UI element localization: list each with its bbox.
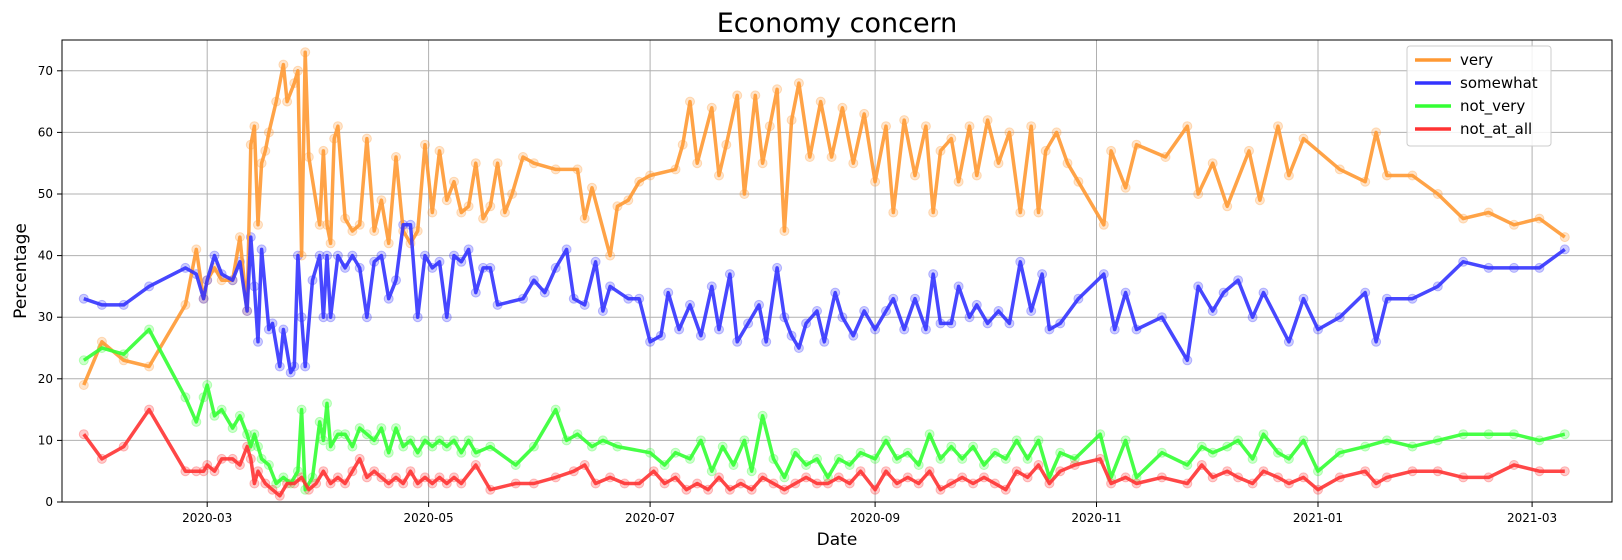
legend-label-somewhat: somewhat (1460, 74, 1538, 92)
x-tick-label: 2021-01 (1293, 511, 1343, 525)
y-axis-ticks: 0 10 20 30 40 50 60 70 (38, 64, 62, 509)
y-tick-label: 50 (38, 187, 53, 201)
x-tick-label: 2020-03 (182, 511, 232, 525)
x-tick-label: 2021-03 (1507, 511, 1557, 525)
series-lines (82, 50, 1566, 498)
x-tick-label: 2020-11 (1071, 511, 1121, 525)
x-tick-label: 2020-05 (404, 511, 454, 525)
y-axis-title: Percentage (11, 223, 31, 319)
chart-title: Economy concern (717, 8, 958, 39)
legend-label-not_very: not_very (1460, 97, 1525, 116)
y-tick-label: 0 (45, 495, 53, 509)
series-line-not_at_all (82, 407, 1565, 498)
x-axis-title: Date (817, 530, 858, 550)
legend: very somewhat not_very not_at_all (1406, 45, 1552, 147)
series-line-somewhat (83, 223, 1566, 375)
y-tick-label: 20 (38, 372, 53, 386)
y-tick-label: 40 (38, 249, 53, 263)
plot-frame (61, 39, 1613, 503)
legend-label-very: very (1460, 51, 1493, 69)
legend-box (1406, 45, 1552, 147)
x-axis-ticks: 2020-03 2020-05 2020-07 2020-09 2020-11 2021-… (182, 502, 1557, 525)
x-tick-label: 2020-09 (850, 511, 900, 525)
legend-label-not_at_all: not_at_all (1460, 120, 1532, 139)
series-line-not_very (82, 327, 1566, 492)
y-tick-label: 70 (38, 64, 53, 78)
series-line-very (82, 50, 1566, 386)
x-tick-label: 2020-07 (625, 511, 675, 525)
y-tick-label: 60 (38, 125, 53, 139)
y-tick-label: 30 (38, 310, 53, 324)
y-tick-label: 10 (38, 433, 53, 447)
